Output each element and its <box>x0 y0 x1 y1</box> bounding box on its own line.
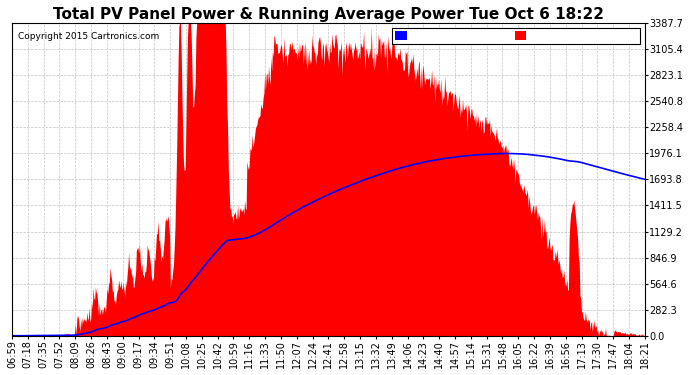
Title: Total PV Panel Power & Running Average Power Tue Oct 6 18:22: Total PV Panel Power & Running Average P… <box>53 7 604 22</box>
Text: Copyright 2015 Cartronics.com: Copyright 2015 Cartronics.com <box>18 33 159 42</box>
Legend: Average  (DC Watts), PV Panels  (DC Watts): Average (DC Watts), PV Panels (DC Watts) <box>393 28 640 44</box>
